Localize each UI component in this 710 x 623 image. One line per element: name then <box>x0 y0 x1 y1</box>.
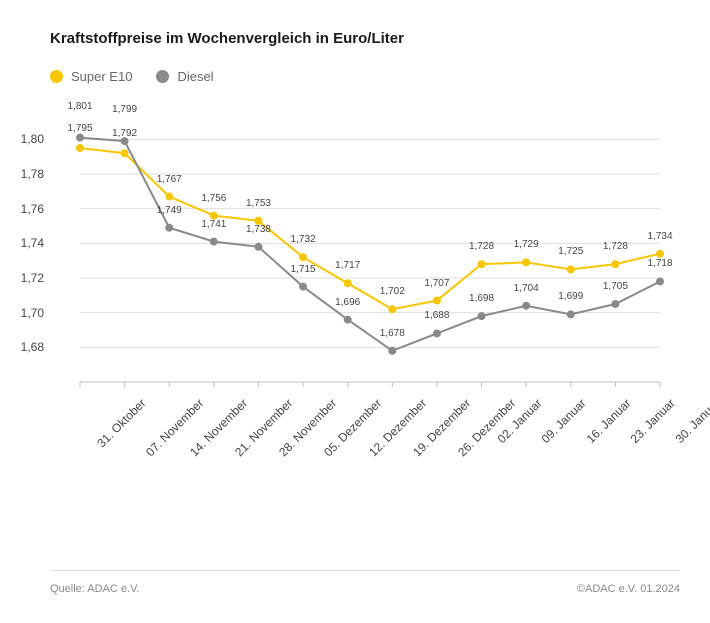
point-label: 1,728 <box>469 241 494 252</box>
chart-title: Kraftstoffpreise im Wochenvergleich in E… <box>50 30 680 47</box>
series-point <box>478 260 486 268</box>
series-point <box>165 224 173 232</box>
point-label: 1,801 <box>67 101 92 112</box>
series-point <box>522 258 530 266</box>
point-label: 1,738 <box>246 224 271 235</box>
footer-source: Quelle: ADAC e.V. <box>50 583 139 595</box>
point-label: 1,728 <box>603 241 628 252</box>
point-label: 1,707 <box>424 278 449 289</box>
point-label: 1,734 <box>647 231 672 242</box>
series-point <box>478 312 486 320</box>
legend: Super E10 Diesel <box>50 69 680 84</box>
legend-item-diesel: Diesel <box>156 69 213 84</box>
series-point <box>388 305 396 313</box>
point-label: 1,741 <box>201 219 226 230</box>
y-tick-label: 1,68 <box>4 340 44 354</box>
point-label: 1,767 <box>157 174 182 185</box>
series-point <box>656 277 664 285</box>
series-point <box>567 265 575 273</box>
footer-divider <box>50 570 680 571</box>
y-tick-label: 1,78 <box>4 167 44 181</box>
point-label: 1,792 <box>112 128 137 139</box>
point-label: 1,749 <box>157 205 182 216</box>
series-point <box>299 283 307 291</box>
point-label: 1,698 <box>469 293 494 304</box>
series-point <box>433 329 441 337</box>
point-label: 1,715 <box>291 264 316 275</box>
series-point <box>433 297 441 305</box>
x-tick-label: 31. Oktober <box>94 396 148 450</box>
series-point <box>76 134 84 142</box>
series-point <box>76 144 84 152</box>
chart-plot-area: 1,681,701,721,741,761,781,8031. Oktober0… <box>50 102 680 472</box>
series-point <box>611 260 619 268</box>
point-label: 1,688 <box>424 310 449 321</box>
x-tick-label: 16. Januar <box>583 396 633 446</box>
point-label: 1,753 <box>246 198 271 209</box>
series-point <box>121 149 129 157</box>
point-label: 1,729 <box>514 239 539 250</box>
chart-svg <box>50 102 680 402</box>
series-point <box>299 253 307 261</box>
point-label: 1,725 <box>558 246 583 257</box>
legend-label-diesel: Diesel <box>177 69 213 84</box>
legend-swatch-diesel <box>156 70 169 83</box>
legend-label-super-e10: Super E10 <box>71 69 132 84</box>
y-tick-label: 1,80 <box>4 132 44 146</box>
series-point <box>165 193 173 201</box>
series-point <box>567 310 575 318</box>
point-label: 1,799 <box>112 104 137 115</box>
series-point <box>344 279 352 287</box>
point-label: 1,704 <box>514 283 539 294</box>
series-point <box>656 250 664 258</box>
series-point <box>522 302 530 310</box>
y-tick-label: 1,76 <box>4 202 44 216</box>
series-point <box>344 316 352 324</box>
point-label: 1,696 <box>335 297 360 308</box>
point-label: 1,756 <box>201 193 226 204</box>
x-tick-label: 09. Januar <box>539 396 589 446</box>
x-tick-label: 30. Januar <box>673 396 710 446</box>
y-tick-label: 1,70 <box>4 306 44 320</box>
point-label: 1,795 <box>67 123 92 134</box>
series-point <box>611 300 619 308</box>
series-point <box>210 238 218 246</box>
point-label: 1,718 <box>647 258 672 269</box>
chart-card: Kraftstoffpreise im Wochenvergleich in E… <box>0 0 710 623</box>
series-point <box>254 243 262 251</box>
footer-copyright: ©ADAC e.V. 01.2024 <box>577 583 680 595</box>
x-tick-label: 23. Januar <box>628 396 678 446</box>
legend-swatch-super-e10 <box>50 70 63 83</box>
point-label: 1,717 <box>335 260 360 271</box>
legend-item-super-e10: Super E10 <box>50 69 132 84</box>
footer: Quelle: ADAC e.V. ©ADAC e.V. 01.2024 <box>50 583 680 595</box>
point-label: 1,699 <box>558 291 583 302</box>
y-tick-label: 1,74 <box>4 236 44 250</box>
point-label: 1,732 <box>291 234 316 245</box>
point-label: 1,705 <box>603 281 628 292</box>
point-label: 1,702 <box>380 286 405 297</box>
point-label: 1,678 <box>380 328 405 339</box>
series-point <box>388 347 396 355</box>
series-line-diesel <box>80 138 660 351</box>
y-tick-label: 1,72 <box>4 271 44 285</box>
